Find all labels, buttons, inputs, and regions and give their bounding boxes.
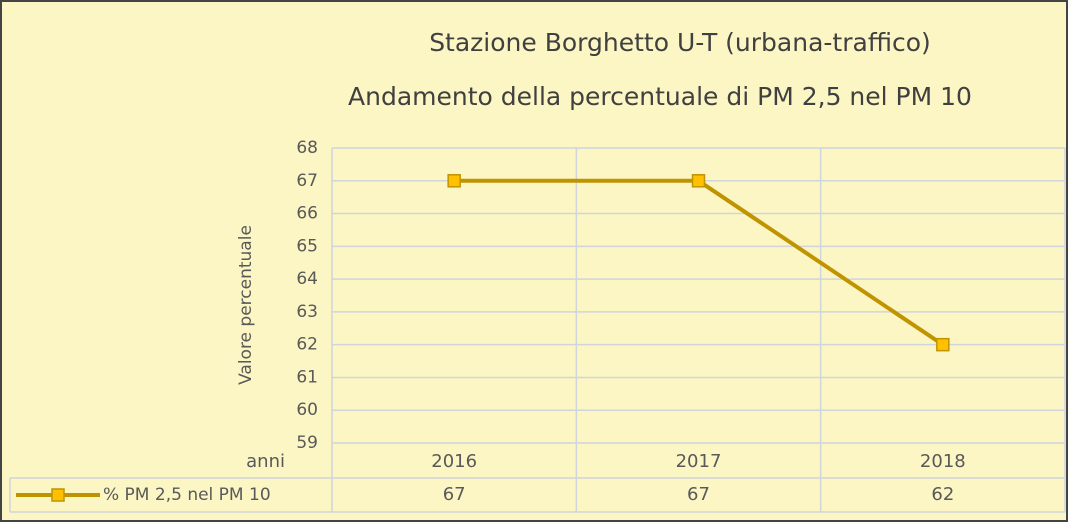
table-value: 62 [931, 484, 954, 505]
x-axis-label: anni [246, 451, 285, 472]
y-tick-label: 59 [296, 433, 318, 453]
y-tick-label: 67 [296, 171, 318, 191]
x-tick-label: 2016 [431, 451, 477, 472]
y-tick-label: 60 [296, 400, 318, 420]
y-axis-label: Valore percentuale [236, 225, 256, 385]
y-tick-label: 66 [296, 204, 318, 224]
y-tick-label: 62 [296, 335, 318, 355]
y-tick-label: 64 [296, 269, 318, 289]
x-tick-label: 2017 [676, 451, 722, 472]
y-tick-label: 68 [296, 138, 318, 158]
y-tick-label: 65 [296, 236, 318, 256]
legend-label: % PM 2,5 nel PM 10 [103, 485, 271, 505]
point-marker [447, 174, 461, 188]
chart-title: Stazione Borghetto U-T (urbana-traffico) [429, 28, 931, 57]
table-value: 67 [443, 484, 466, 505]
x-tick-label: 2018 [920, 451, 966, 472]
y-tick-label: 63 [296, 302, 318, 322]
chart-subtitle: Andamento della percentuale di PM 2,5 ne… [348, 82, 972, 111]
point-marker [936, 337, 950, 352]
y-tick-label: 61 [296, 367, 318, 387]
table-value: 67 [687, 484, 710, 505]
point-marker [691, 174, 706, 188]
legend-marker [51, 488, 65, 502]
